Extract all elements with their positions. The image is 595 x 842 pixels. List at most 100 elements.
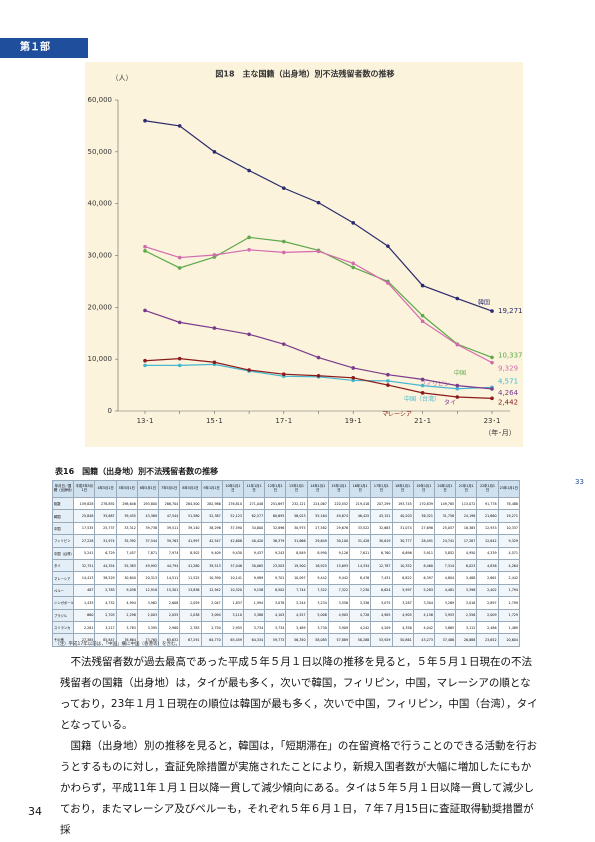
cell: 27,582 [306,521,329,536]
data-point [143,244,147,249]
data-point [247,368,251,372]
cell: 298,646 [115,496,138,511]
cell: 251,697 [264,496,287,511]
column-header: 15年1月1日 [327,480,351,498]
cell: 56,023 [285,509,308,523]
data-point [420,313,425,318]
data-point [351,376,356,380]
cell: 30,100 [327,534,351,548]
cell: 26,888 [455,633,478,647]
cell: 282,986 [200,496,223,511]
cell: 20,313 [136,571,160,585]
x-tick-label: 19･1 [345,417,362,425]
cell: 6,624 [370,583,393,598]
cell: 43,151 [370,509,393,523]
chart: 図18 主な国籍（出身地）別不法残留者数の推移 （人） （年･月） 0 10,00… [85,62,523,447]
data-point [351,366,356,370]
cell: 1,837 [221,596,244,610]
cell: 64,770 [200,633,223,647]
cell: 193,745 [391,496,414,511]
cell: 18,385 [455,521,478,536]
cell: 2,750 [200,620,223,635]
table-row: ペルー 487 2,783 9,038 12,918 15,301 13,836 12,942… [51,583,521,598]
cell: 50,861 [391,633,414,647]
chart-background [85,62,523,447]
cell: 487 [73,583,96,598]
column-header: 22年1月1日 [476,480,499,498]
cell: 4,905 [370,608,393,622]
table-row: スリランカ 2,281 3,217 3,763 3,395 2,980 2,783 2,750… [51,620,521,635]
table-header-row: 年月日／国籍（出身地） 平成3年5月1日 4年5月1日 5年5月1日 6年5月1日 7年5… [51,480,521,498]
cell: 1,794 [497,583,521,598]
cell: 9,158 [242,583,266,598]
cell: 44,354 [94,558,117,573]
cell: 4,264 [497,558,521,573]
value-label: 4,264 [498,389,519,397]
cell: 9,038 [115,583,138,598]
cell: 57,889 [327,633,351,647]
cell: 40,420 [242,534,266,548]
cell: 12,933 [476,521,499,536]
cell: 31,666 [285,534,308,548]
cell: 6,023 [455,558,478,573]
column-header: 21年1月1日 [455,480,478,498]
cell: 2,402 [476,583,499,598]
series-label: 中国 [454,369,466,377]
cell: 37,046 [221,558,244,573]
cell: 4,752 [94,596,117,610]
cell: 32,751 [73,558,96,573]
cell: 10,097 [285,571,308,585]
data-point [282,342,286,346]
cell: 2,038 [179,608,202,622]
cell: 3,734 [242,620,266,635]
cell: 38,296 [200,521,223,536]
value-label: 2,442 [498,398,518,406]
cell: 60,693 [264,509,287,523]
cell: 2,047 [200,596,223,610]
cell: 30,065 [242,558,266,573]
x-tick-label: 13･1 [137,417,154,425]
cell: 37,544 [136,534,160,548]
cell: 25,057 [433,521,457,536]
cell: 43,273 [412,633,435,647]
cell: 9,409 [200,546,223,560]
column-header: 23年1月1日 [497,480,521,498]
column-header: 20年1月1日 [433,480,457,498]
cell: 8,502 [264,583,287,598]
y-tick-label: 30,000 [88,252,113,260]
table-row: シンガポール 1,435 4,752 4,994 3,962 2,608 2,059 2,04… [51,596,521,610]
data-point [316,249,321,254]
cell: 1,994 [242,596,266,610]
chart-title: 図18 主な国籍（出身地）別不法残留者数の推移 [215,69,394,79]
cell: 64,334 [242,633,266,647]
data-point [143,308,147,313]
data-point [490,387,494,391]
cell: 25,848 [73,509,96,523]
data-point [177,266,182,270]
cell: 19,271 [497,509,521,523]
column-header: 14年1月1日 [306,480,329,498]
row-label: シンガポール [51,596,75,610]
cell: 59,773 [264,633,287,647]
cell: 3,488 [455,571,478,585]
data-point [420,377,425,382]
cell: 3,395 [136,620,160,635]
cell: 14,334 [349,558,372,573]
row-label: ペルー [51,583,75,598]
table-note: （注）平成17年以前は，「中国」欄に中国（香港等）を含む。 [55,642,180,647]
data-point [420,383,425,388]
cell: 293,800 [136,496,160,511]
cell: 660 [73,608,96,622]
cell: 39,513 [200,558,223,573]
page-number: 34 [28,805,42,818]
cell: 3,016 [455,596,478,610]
cell: 9,437 [242,546,266,560]
data-point [490,396,494,401]
cell: 2,980 [158,620,181,635]
cell: 3,396 [455,583,478,598]
cell: 8,849 [285,546,308,560]
table-row: マレーシア 14,413 38,529 30,840 20,313 14,511 11,52… [51,571,521,585]
cell: 3,244 [285,596,308,610]
data-point [212,253,217,257]
data-point [351,378,356,383]
